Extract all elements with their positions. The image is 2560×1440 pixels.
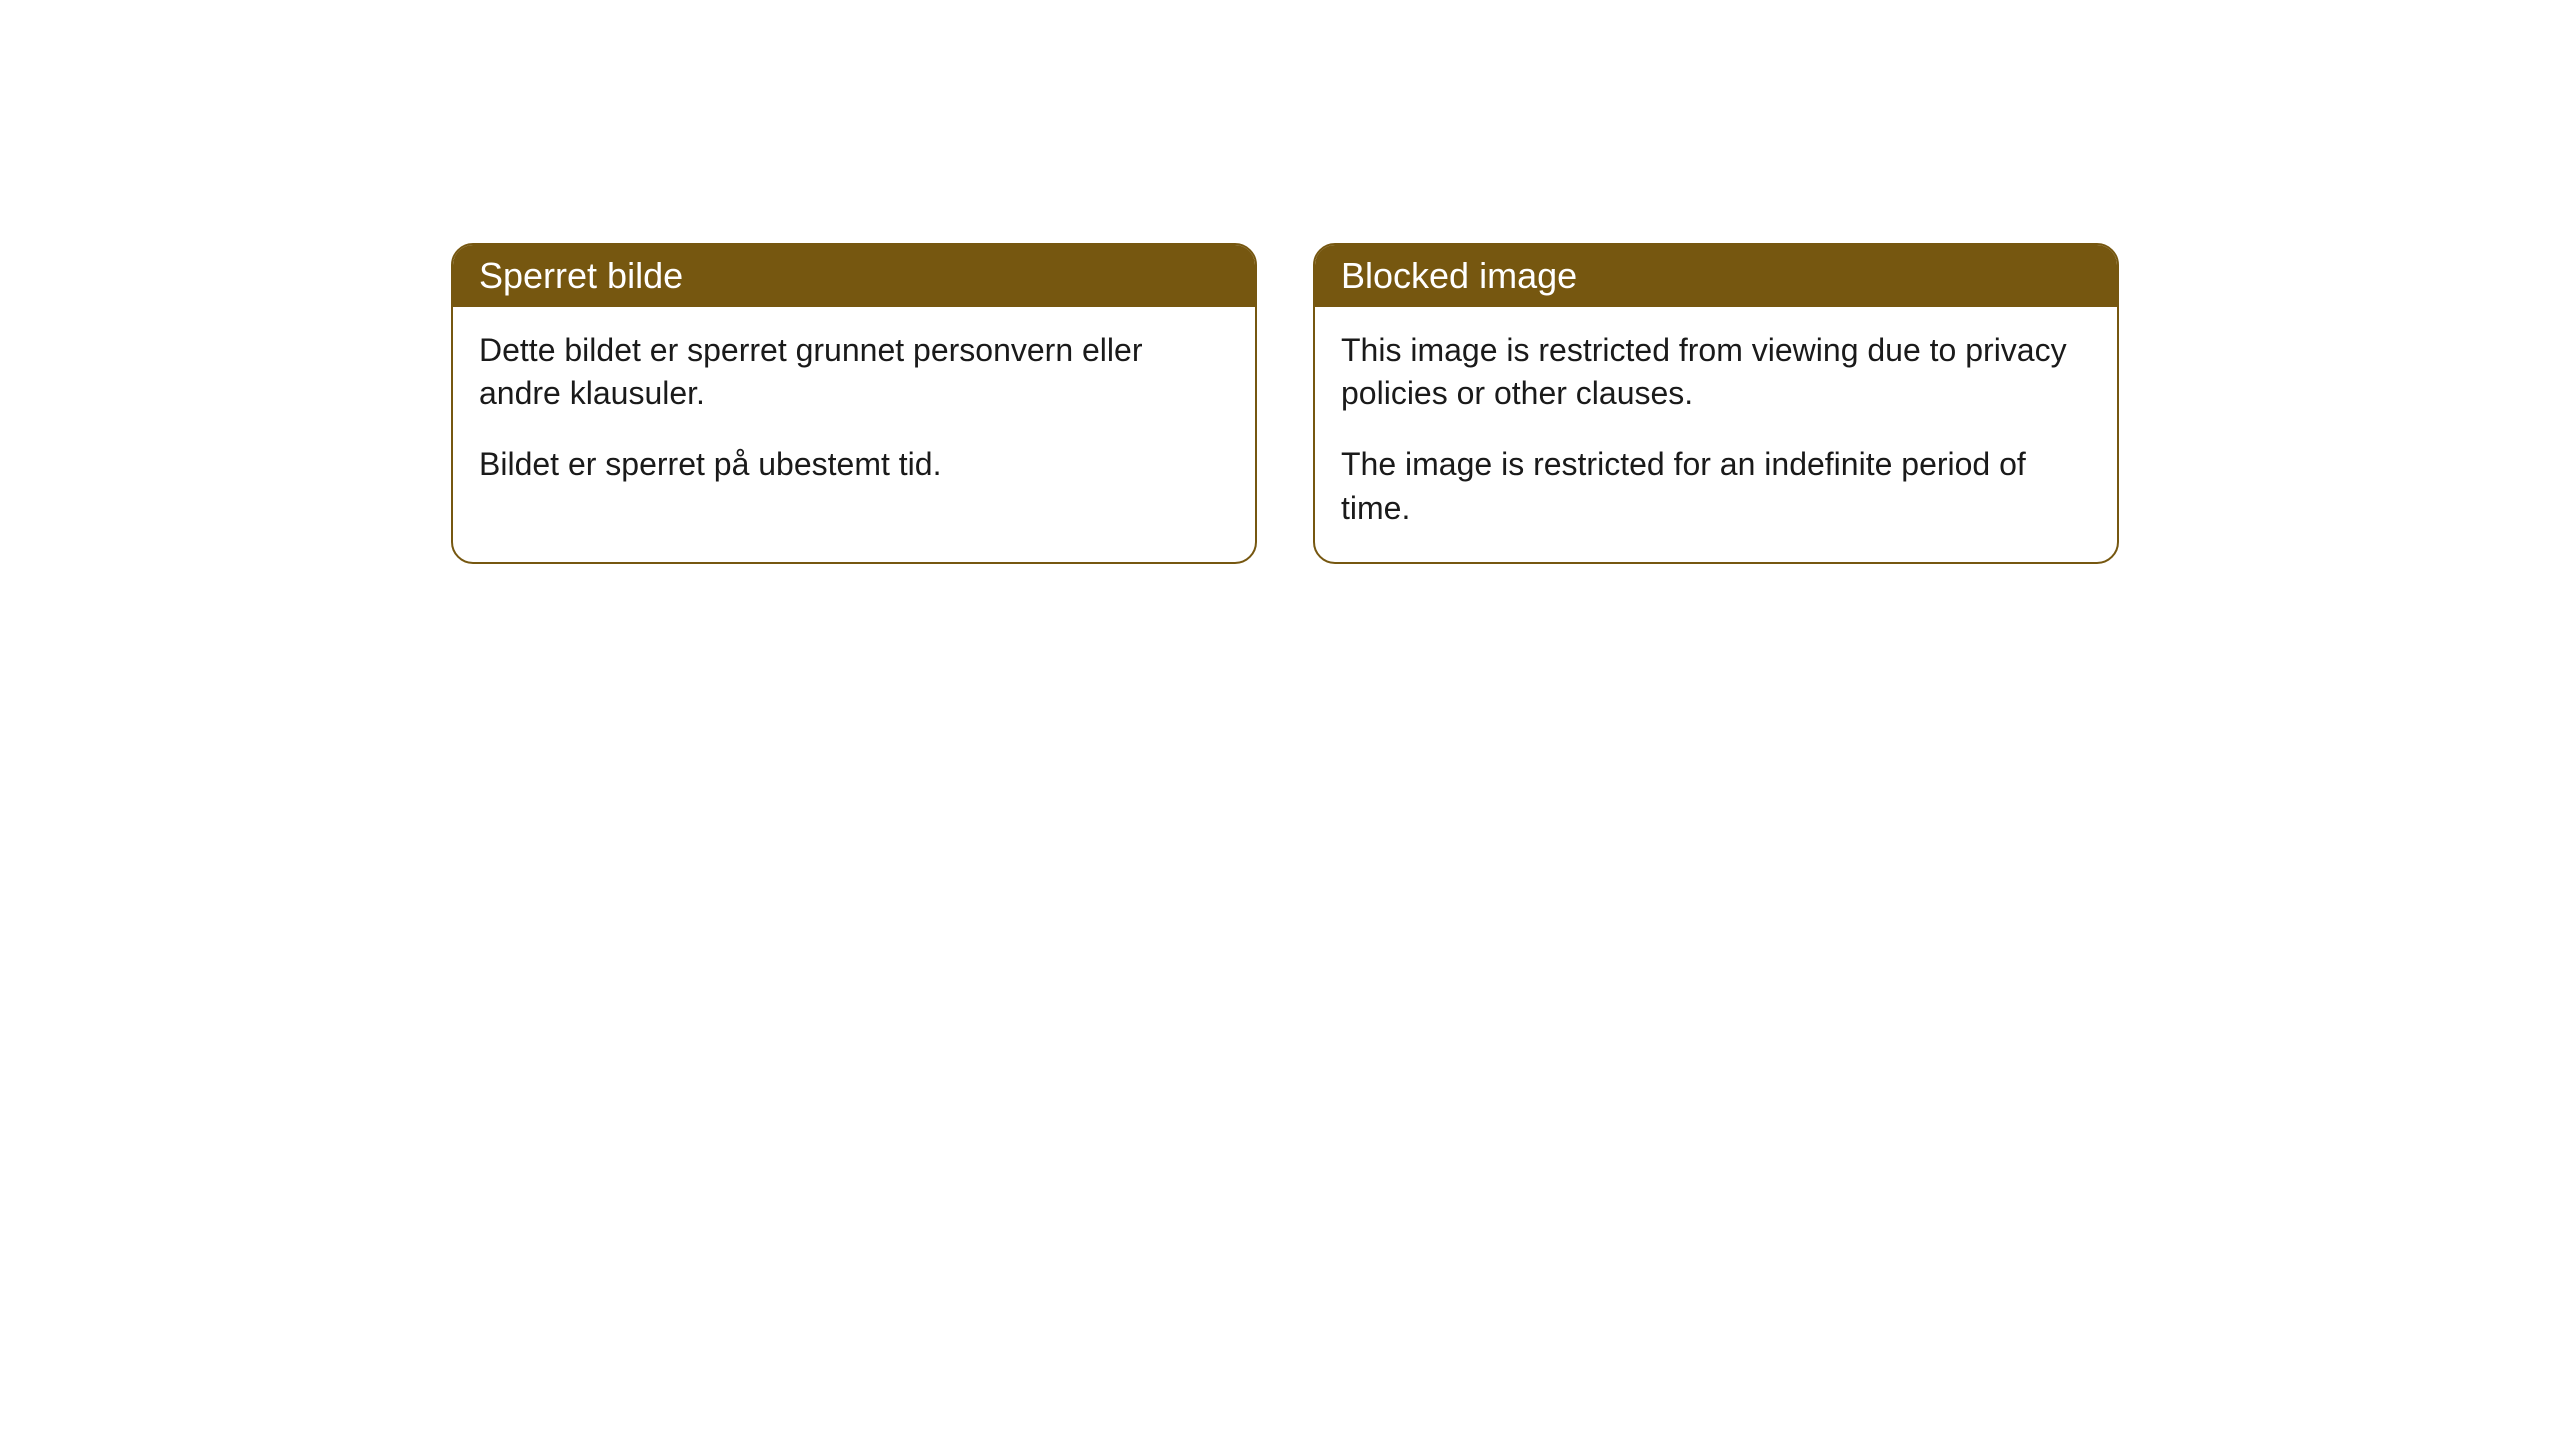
notice-body: Dette bildet er sperret grunnet personve… bbox=[453, 307, 1255, 519]
notice-header: Sperret bilde bbox=[453, 245, 1255, 307]
notice-paragraph: Bildet er sperret på ubestemt tid. bbox=[479, 443, 1229, 486]
notice-header: Blocked image bbox=[1315, 245, 2117, 307]
notice-paragraph: The image is restricted for an indefinit… bbox=[1341, 443, 2091, 529]
notice-container: Sperret bilde Dette bildet er sperret gr… bbox=[451, 243, 2119, 564]
notice-paragraph: This image is restricted from viewing du… bbox=[1341, 329, 2091, 415]
notice-card-norwegian: Sperret bilde Dette bildet er sperret gr… bbox=[451, 243, 1257, 564]
notice-paragraph: Dette bildet er sperret grunnet personve… bbox=[479, 329, 1229, 415]
notice-card-english: Blocked image This image is restricted f… bbox=[1313, 243, 2119, 564]
notice-body: This image is restricted from viewing du… bbox=[1315, 307, 2117, 562]
